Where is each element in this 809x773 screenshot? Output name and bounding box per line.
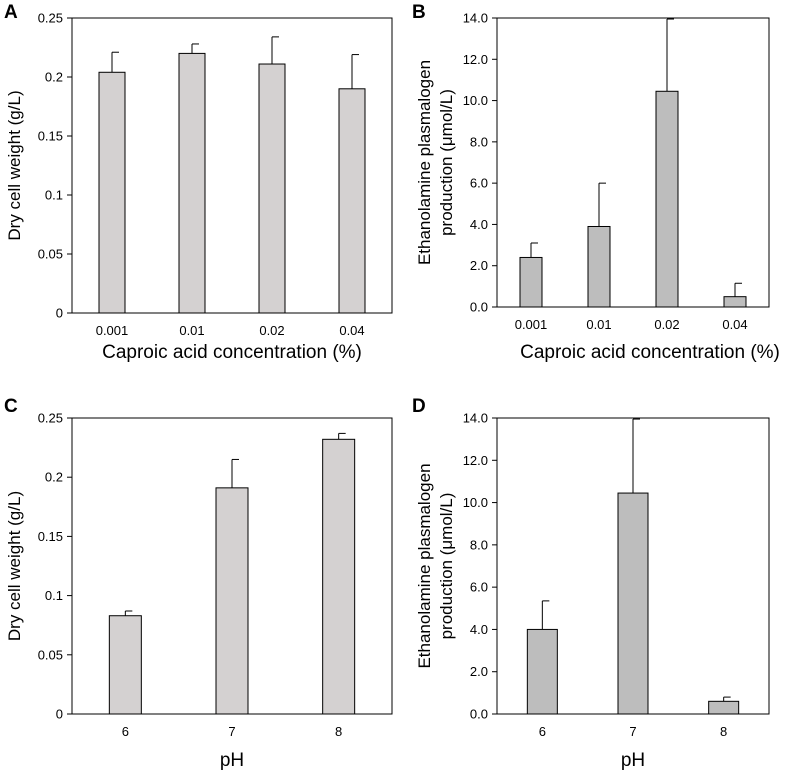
y-tick-label: 0.2 [45,70,63,85]
bar-0.02 [258,63,286,314]
y-tick-label: 0.15 [38,129,63,144]
y-tick-label: 14.0 [463,411,488,426]
y-axis-label: production (μmol/L) [437,493,456,640]
panel-letter: D [412,396,426,417]
y-tick-label: 0.25 [38,11,63,26]
bar-0.01 [178,52,206,314]
bar-6 [526,628,558,715]
bar-0.02 [655,90,679,308]
x-tick-label: 0.01 [179,323,204,338]
bar-6 [108,615,142,715]
bar-7 [215,487,249,715]
panel-b: B 0.0 2.0 4.0 6.0 8.0 10.0 12.0 14.0 0.001 0.01 0.0… [412,2,780,363]
x-axis-label: pH [621,750,645,771]
plot-frame [71,17,393,314]
bar-0.01 [587,225,611,308]
bar-8 [322,438,356,715]
y-axis-label: production (μmol/L) [437,89,456,236]
plot-frame [496,17,770,308]
x-tick-label: 8 [720,724,727,739]
y-tick-label: 14.0 [463,11,488,26]
x-tick-label: 7 [629,724,636,739]
y-tick-label: 10.0 [463,93,488,108]
y-tick-label: 0 [56,707,63,722]
y-tick-label: 0 [56,306,63,321]
y-tick-label: 0.05 [38,247,63,262]
x-tick-label: 0.02 [654,317,679,332]
panel-letter: B [412,2,426,23]
y-axis-label: Ethanolamine plasmalogen [415,463,434,668]
y-axis-label: Ethanolamine plasmalogen [415,60,434,265]
y-tick-label: 8.0 [470,134,488,149]
x-tick-label: 0.04 [722,317,747,332]
x-tick-label: 0.001 [515,317,548,332]
y-tick-label: 12.0 [463,52,488,67]
y-tick-label: 0.15 [38,529,63,544]
y-tick-label: 12.0 [463,453,488,468]
bar-8 [708,700,740,715]
y-tick-label: 6.0 [470,580,488,595]
bar-0.04 [338,88,366,314]
y-tick-label: 10.0 [463,495,488,510]
bar-0.001 [519,256,543,308]
panel-c: C 0 0.05 0.1 0.15 0.2 0.25 6 7 8 pH Dry cell weight… [4,396,393,771]
x-axis-label: Caproic acid concentration (%) [102,342,362,363]
y-tick-label: 6.0 [470,176,488,191]
x-tick-label: 7 [228,724,235,739]
x-tick-label: 6 [539,724,546,739]
bar-7 [617,492,649,715]
x-axis-label: pH [220,750,244,771]
x-tick-label: 0.04 [339,323,364,338]
y-tick-label: 0.25 [38,411,63,426]
y-tick-label: 8.0 [470,537,488,552]
y-axis-label: Dry cell weight (g/L) [5,90,24,240]
x-axis-label: Caproic acid concentration (%) [520,342,780,363]
bar-0.001 [98,71,126,314]
y-tick-label: 0.1 [45,188,63,203]
x-tick-label: 0.001 [96,323,129,338]
y-tick-label: 0.2 [45,470,63,485]
y-tick-label: 0.1 [45,588,63,603]
x-tick-label: 6 [122,724,129,739]
y-tick-label: 2.0 [470,258,488,273]
y-tick-label: 4.0 [470,622,488,637]
y-axis-label: Dry cell weight (g/L) [5,491,24,641]
panel-a: A 0 0.05 0.1 0.15 0.2 0.25 0.001 0.01 0.02 0.04 Cap… [4,2,393,363]
panel-d: D 0.0 2.0 4.0 6.0 8.0 10.0 12.0 14.0 6 7 8 pH Ethanol… [412,396,770,771]
panel-letter: A [4,2,18,23]
bar-0.04 [723,296,747,308]
y-tick-label: 0.05 [38,647,63,662]
y-tick-label: 4.0 [470,217,488,232]
x-tick-label: 0.02 [259,323,284,338]
x-tick-label: 0.01 [586,317,611,332]
y-tick-label: 0.0 [470,300,488,315]
y-tick-label: 2.0 [470,664,488,679]
y-tick-label: 0.0 [470,707,488,722]
panel-letter: C [4,396,18,417]
x-tick-label: 8 [335,724,342,739]
